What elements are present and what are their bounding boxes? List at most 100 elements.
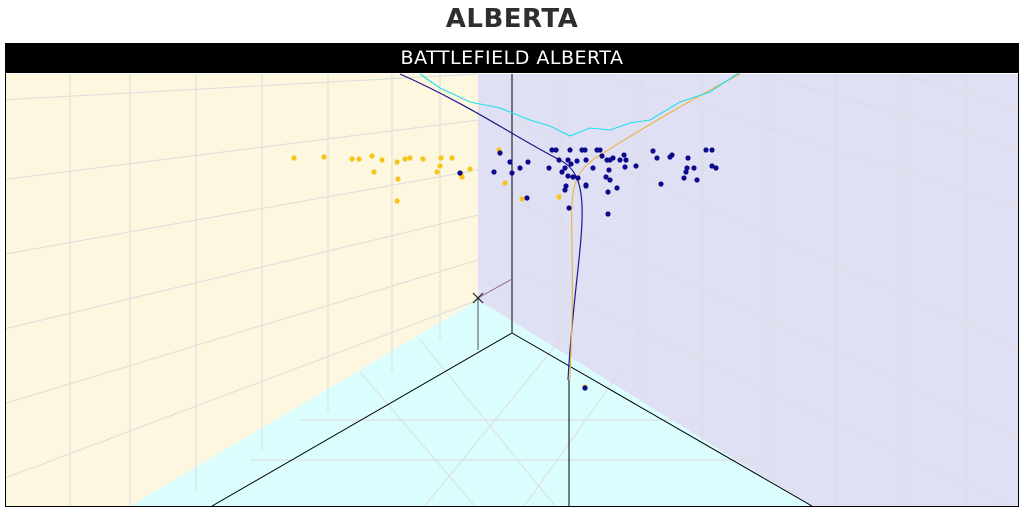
- point-yellow: [438, 155, 444, 161]
- point-navy: [570, 174, 576, 180]
- point-yellow: [349, 156, 355, 162]
- point-navy: [583, 157, 589, 163]
- grid-line: [511, 199, 1018, 438]
- page-title: ALBERTA: [445, 4, 579, 34]
- point-navy: [703, 147, 709, 153]
- point-navy: [713, 165, 719, 171]
- floor: [130, 300, 811, 506]
- axis-right: [511, 332, 813, 506]
- point-navy: [654, 155, 660, 161]
- point-navy: [681, 175, 687, 181]
- point-navy: [606, 167, 612, 173]
- grid-line: [6, 259, 479, 404]
- grid-line: [511, 269, 1013, 506]
- point-navy: [709, 147, 715, 153]
- point-yellow: [449, 155, 455, 161]
- point-navy: [683, 169, 689, 175]
- right-wall: [478, 74, 1018, 506]
- point-yellow: [420, 156, 426, 162]
- point-navy: [658, 181, 664, 187]
- grid-line: [899, 73, 1018, 109]
- point-navy: [607, 177, 613, 183]
- point-navy: [590, 165, 596, 171]
- grid-line: [424, 339, 561, 506]
- point-yellow: [519, 196, 525, 202]
- point-navy: [574, 158, 580, 164]
- point-navy: [669, 152, 675, 158]
- point-navy: [562, 187, 568, 193]
- point-navy: [565, 173, 571, 179]
- point-yellow: [467, 166, 473, 172]
- point-navy: [566, 205, 572, 211]
- point-navy: [603, 174, 609, 180]
- point-navy: [694, 177, 700, 183]
- grid-line: [511, 119, 1018, 348]
- point-navy: [599, 153, 605, 159]
- grid-line: [359, 371, 476, 506]
- point-yellow: [356, 156, 362, 162]
- point-navy: [614, 185, 620, 191]
- chart-frame: BATTLEFIELD ALBERTA: [5, 43, 1019, 507]
- point-navy: [546, 165, 552, 171]
- point-navy: [582, 385, 588, 391]
- point-navy: [553, 147, 559, 153]
- point-navy: [684, 165, 690, 171]
- point-yellow: [434, 169, 440, 175]
- point-navy: [597, 147, 603, 153]
- grid-line: [599, 73, 1018, 209]
- point-yellow: [437, 163, 443, 169]
- grid-line: [6, 119, 479, 180]
- plot-area: [6, 71, 1018, 506]
- point-yellow: [321, 154, 327, 160]
- point-navy: [509, 170, 515, 176]
- left-wall: [6, 74, 478, 506]
- chart-subtitle: BATTLEFIELD ALBERTA: [6, 44, 1018, 73]
- point-yellow: [402, 156, 408, 162]
- point-navy: [650, 148, 656, 154]
- point-navy: [457, 170, 463, 176]
- point-navy: [525, 159, 531, 165]
- point-yellow: [291, 155, 297, 161]
- point-navy: [491, 169, 497, 175]
- point-navy: [685, 155, 691, 161]
- point-navy: [583, 183, 589, 189]
- point-yellow: [407, 155, 413, 161]
- point-yellow: [459, 174, 465, 180]
- point-navy: [582, 147, 588, 153]
- point-navy: [556, 157, 562, 163]
- point-navy: [709, 163, 715, 169]
- point-navy: [497, 150, 503, 156]
- point-yellow: [379, 157, 385, 163]
- point-navy: [575, 175, 581, 181]
- point-yellow: [369, 153, 375, 159]
- point-navy: [610, 155, 616, 161]
- point-yellow: [395, 176, 401, 182]
- point-navy: [621, 152, 627, 158]
- point-navy: [507, 159, 513, 165]
- point-navy: [605, 211, 611, 217]
- point-yellow: [556, 194, 562, 200]
- point-navy: [568, 161, 574, 167]
- point-navy: [563, 183, 569, 189]
- grid-line: [523, 371, 621, 506]
- point-navy: [605, 189, 611, 195]
- point-yellow: [371, 169, 377, 175]
- point-navy: [633, 163, 639, 169]
- point-navy: [549, 147, 555, 153]
- point-yellow: [394, 198, 400, 204]
- point-navy: [567, 147, 573, 153]
- point-yellow: [502, 180, 508, 186]
- point-navy: [623, 157, 629, 163]
- cross-marker-b: [472, 292, 484, 304]
- point-navy: [691, 165, 697, 171]
- point-yellow: [394, 159, 400, 165]
- point-navy: [562, 165, 568, 171]
- marker-link: [477, 278, 513, 299]
- grid-line: [6, 73, 479, 101]
- grid-line: [759, 73, 1018, 149]
- point-navy: [622, 164, 628, 170]
- point-navy: [565, 157, 571, 163]
- grid-line: [6, 299, 479, 479]
- axis-left: [211, 332, 513, 506]
- point-navy: [559, 169, 565, 175]
